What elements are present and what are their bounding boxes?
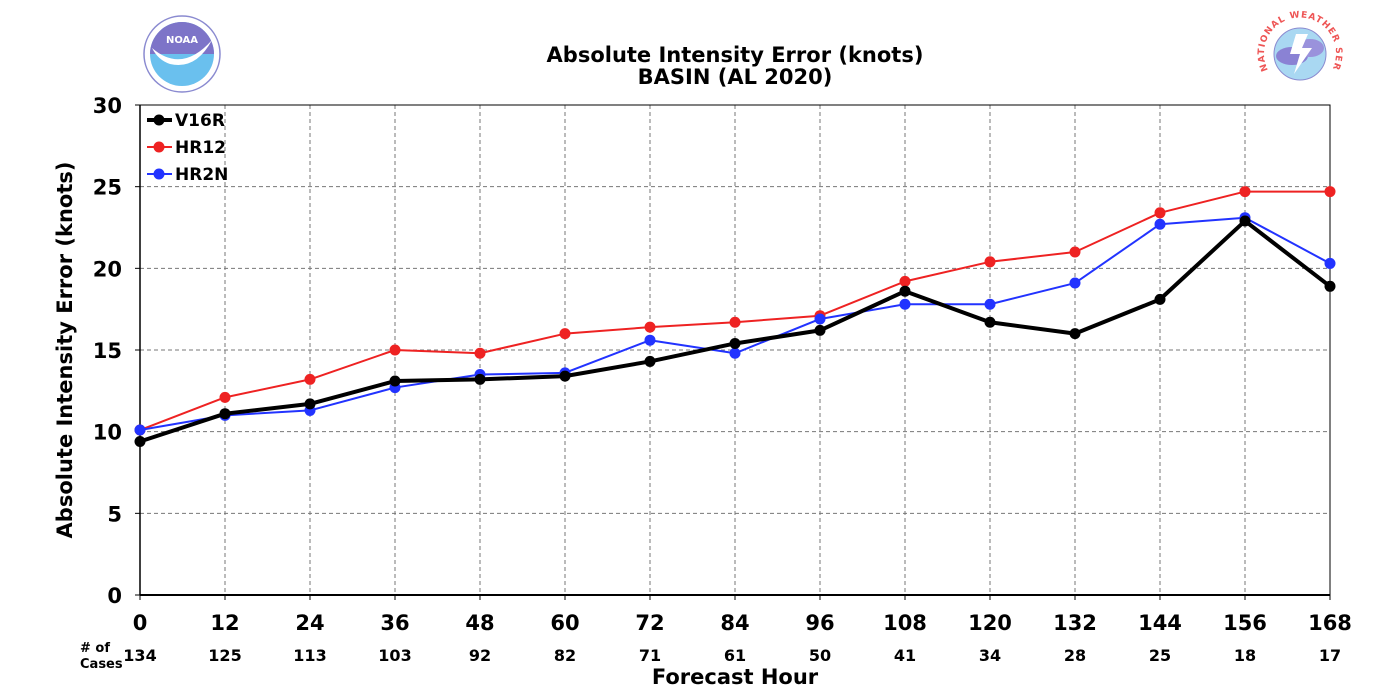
y-axis-label: Absolute Intensity Error (knots) (53, 162, 77, 539)
x-tick-label: 0 (133, 611, 148, 635)
cases-value: 125 (208, 646, 241, 665)
x-tick-label: 156 (1223, 611, 1267, 635)
cases-value: 82 (554, 646, 576, 665)
cases-value: 25 (1149, 646, 1171, 665)
y-tick-label: 5 (107, 502, 122, 526)
x-tick-label: 72 (635, 611, 664, 635)
cases-value: 113 (293, 646, 326, 665)
axes: 0 5 10 15 20 25 30 0 12 24 36 48 60 72 84 96 108 120 132 14… (93, 94, 1352, 635)
cases-row: 134 125 113 103 92 82 71 61 50 41 34 28 25 18 17 (123, 646, 1341, 665)
data-point-hr12 (729, 316, 741, 328)
data-point-v16r (814, 324, 826, 336)
x-tick-label: 96 (805, 611, 834, 635)
cases-value: 28 (1064, 646, 1086, 665)
data-point-hr2n (644, 334, 656, 346)
data-point-v16r (899, 285, 911, 297)
cases-label-line1: # of (80, 641, 110, 656)
data-point-hr12 (1069, 246, 1081, 258)
data-point-v16r (389, 375, 401, 387)
x-tick-label: 12 (210, 611, 239, 635)
noaa-logo-icon: NOAA (143, 15, 221, 93)
data-point-hr12 (644, 321, 656, 333)
data-point-hr2n (1154, 218, 1166, 230)
cases-value: 61 (724, 646, 746, 665)
data-point-v16r (1239, 215, 1251, 227)
legend-label-hr12: HR12 (175, 138, 226, 158)
x-tick-label: 132 (1053, 611, 1097, 635)
data-point-hr12 (1239, 186, 1251, 198)
cases-value: 41 (894, 646, 916, 665)
data-point-v16r (1069, 328, 1081, 340)
chart-subtitle: BASIN (AL 2020) (638, 65, 833, 89)
data-point-hr2n (899, 298, 911, 310)
x-axis-label: Forecast Hour (652, 665, 819, 689)
x-tick-label: 60 (550, 611, 579, 635)
x-tick-label: 48 (465, 611, 494, 635)
y-tick-label: 0 (107, 584, 122, 608)
cases-value: 134 (123, 646, 156, 665)
data-point-hr12 (1324, 186, 1336, 198)
legend-marker-hr12 (153, 141, 165, 153)
data-point-hr12 (899, 275, 911, 287)
data-point-v16r (1324, 280, 1336, 292)
cases-label-line2: Cases (80, 657, 123, 672)
data-point-hr12 (219, 391, 231, 403)
legend: V16R HR12 HR2N (147, 111, 228, 185)
y-tick-label: 15 (93, 339, 122, 363)
data-point-hr2n (814, 313, 826, 325)
data-point-v16r (1154, 293, 1166, 305)
x-tick-label: 108 (883, 611, 927, 635)
y-tick-label: 30 (93, 94, 122, 118)
x-tick-label: 144 (1138, 611, 1182, 635)
data-point-v16r (304, 398, 316, 410)
data-point-v16r (644, 355, 656, 367)
data-point-v16r (134, 435, 146, 447)
x-tick-label: 120 (968, 611, 1012, 635)
cases-value: 34 (979, 646, 1001, 665)
data-point-hr12 (304, 373, 316, 385)
data-point-v16r (984, 316, 996, 328)
x-tick-label: 36 (380, 611, 409, 635)
data-point-hr2n (134, 424, 146, 436)
y-tick-label: 10 (93, 421, 122, 445)
legend-marker-hr2n (153, 168, 165, 180)
x-tick-label: 24 (295, 611, 324, 635)
data-point-v16r (559, 370, 571, 382)
cases-value: 18 (1234, 646, 1256, 665)
chart-title: Absolute Intensity Error (knots) (547, 43, 924, 67)
cases-value: 103 (378, 646, 411, 665)
series-layer (134, 186, 1336, 447)
cases-value: 17 (1319, 646, 1341, 665)
cases-value: 50 (809, 646, 831, 665)
data-point-v16r (219, 408, 231, 420)
x-tick-label: 84 (720, 611, 749, 635)
noaa-logo-text: NOAA (166, 35, 198, 46)
data-point-hr12 (474, 347, 486, 359)
data-point-hr2n (1069, 277, 1081, 289)
legend-label-hr2n: HR2N (175, 165, 228, 185)
legend-label-v16r: V16R (175, 111, 225, 131)
data-point-hr12 (1154, 207, 1166, 219)
y-tick-label: 20 (93, 257, 122, 281)
y-tick-label: 25 (93, 176, 122, 200)
cases-value: 71 (639, 646, 661, 665)
data-point-hr12 (984, 256, 996, 268)
data-point-hr2n (729, 347, 741, 359)
data-point-hr2n (1324, 257, 1336, 269)
cases-value: 92 (469, 646, 491, 665)
x-tick-label: 168 (1308, 611, 1352, 635)
data-point-v16r (729, 337, 741, 349)
legend-marker-v16r (153, 114, 165, 126)
data-point-hr12 (389, 344, 401, 356)
data-point-v16r (474, 373, 486, 385)
data-point-hr2n (984, 298, 996, 310)
data-point-hr12 (559, 328, 571, 340)
